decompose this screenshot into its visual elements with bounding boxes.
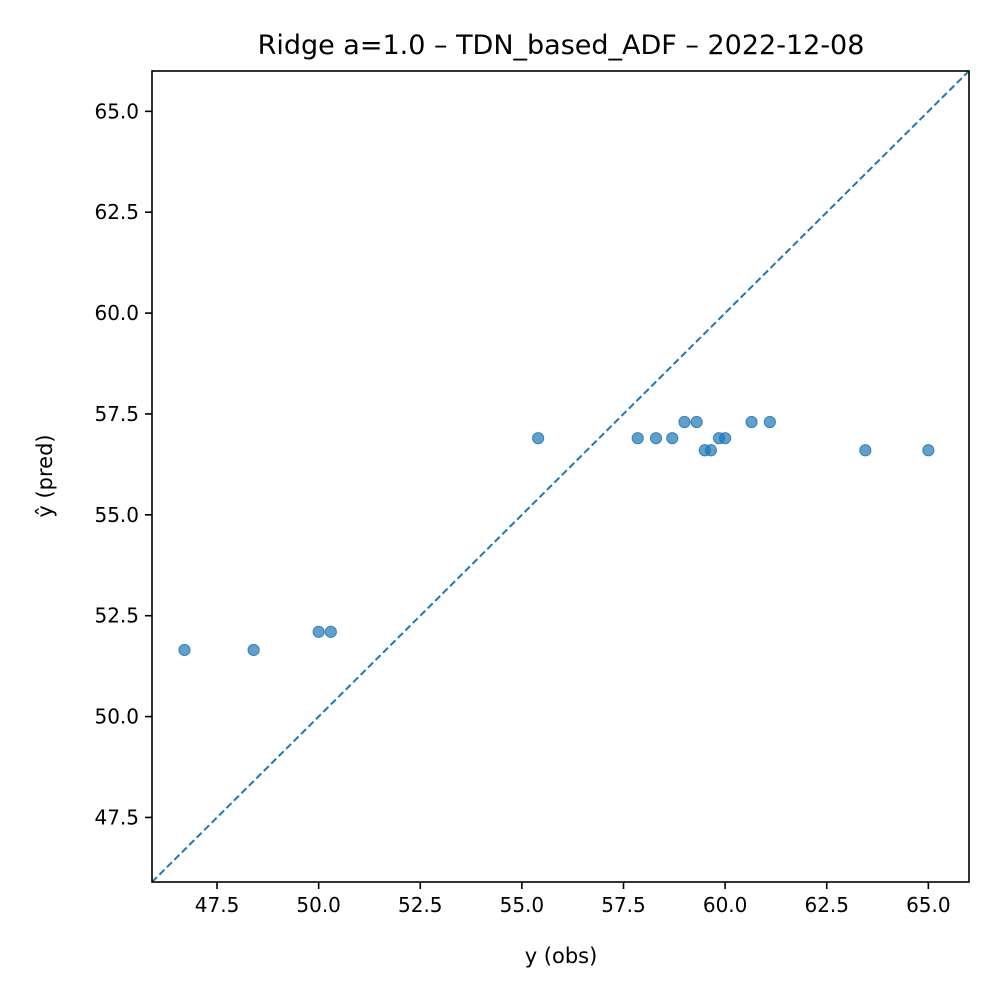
scatter-point	[745, 415, 758, 429]
y-tick-label: 52.5	[94, 604, 139, 628]
scatter-point	[532, 432, 545, 445]
x-tick-label: 52.5	[398, 893, 443, 917]
y-tick-label: 47.5	[94, 805, 139, 829]
scatter-point	[763, 415, 776, 429]
scatter-point	[704, 444, 717, 457]
y-tick-label: 57.5	[94, 402, 139, 426]
scatter-point	[678, 415, 691, 429]
x-tick-label: 55.0	[500, 893, 545, 917]
scatter-point	[649, 432, 663, 445]
scatter-point	[719, 432, 732, 445]
y-tick-label: 50.0	[94, 705, 139, 729]
x-tick-label: 50.0	[296, 893, 341, 917]
x-tick-label: 47.5	[195, 893, 240, 917]
y-tick-label: 55.0	[94, 503, 139, 527]
scatter-point	[859, 444, 872, 457]
y-tick-label: 62.5	[94, 200, 139, 224]
chart-title: Ridge a=1.0 – TDN_based_ADF – 2022-12-08	[258, 30, 865, 61]
scatter-point	[631, 432, 644, 445]
scatter-point	[312, 625, 325, 638]
y-axis-label: ŷ (pred)	[33, 434, 57, 517]
scatter-point	[247, 643, 260, 657]
x-axis-label: y (obs)	[525, 944, 598, 968]
scatter-point	[922, 444, 935, 457]
scatter-point	[690, 415, 703, 429]
x-tick-label: 57.5	[601, 893, 646, 917]
x-tick-label: 62.5	[804, 893, 849, 917]
x-tick-label: 65.0	[906, 893, 951, 917]
x-tick-label: 60.0	[703, 893, 748, 917]
identity-reference-line	[152, 71, 969, 882]
scatter-point	[666, 432, 679, 445]
plot-frame	[151, 70, 970, 883]
scatter-point	[324, 625, 337, 638]
y-tick-label: 65.0	[94, 99, 139, 123]
scatter-point	[178, 643, 191, 657]
plot-layer: 47.5 50.0 52.5 55.0 57.5 60.0 62.5 65.0 47.5 50.0…	[94, 70, 970, 917]
y-tick-label: 60.0	[94, 301, 139, 325]
